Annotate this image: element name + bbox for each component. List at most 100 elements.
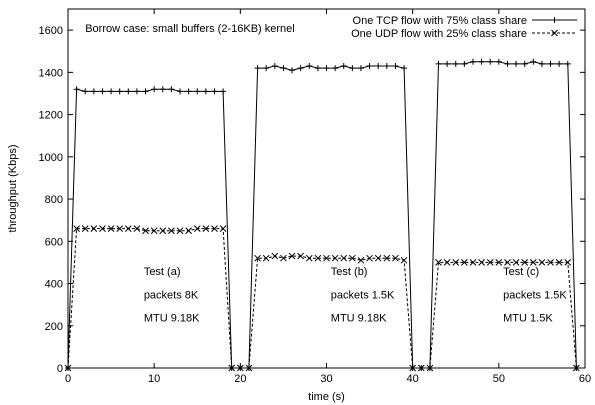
x-tick-label: 60 (579, 373, 591, 385)
data-point (461, 60, 468, 67)
x-tick-label: 30 (320, 373, 332, 385)
data-point (383, 63, 390, 70)
data-point (564, 259, 572, 266)
data-point (288, 252, 296, 260)
data-point (486, 259, 494, 266)
data-point (314, 65, 321, 72)
data-point (219, 225, 227, 232)
data-point (81, 225, 89, 232)
series-layer (64, 58, 580, 372)
data-point (262, 254, 270, 262)
data-point (228, 364, 236, 372)
x-tick-label: 10 (148, 373, 160, 385)
x-tick-label: 20 (234, 373, 246, 385)
data-point (90, 88, 97, 95)
data-point (73, 225, 80, 232)
annotation-text: packets 1.5K (331, 289, 395, 301)
data-point (521, 259, 529, 266)
data-point (340, 63, 347, 70)
data-point (124, 225, 132, 232)
legend-marker (551, 17, 558, 23)
data-point (349, 65, 356, 72)
x-tick-label: 0 (65, 373, 71, 385)
x-tick-label: 50 (493, 373, 505, 385)
data-point (538, 259, 546, 266)
data-point (159, 86, 166, 93)
data-point (314, 254, 322, 262)
annotation-text: Test (a) (144, 266, 181, 278)
data-point (340, 254, 348, 262)
y-tick-label: 800 (45, 194, 63, 206)
data-point (168, 227, 175, 235)
y-tick-label: 1400 (39, 67, 63, 79)
axis-ticks: 0 10 20 30 40 50 60020040060080010001200140016… (39, 9, 591, 385)
data-point (254, 65, 261, 72)
data-point (185, 227, 192, 235)
x-tick-label: 40 (407, 373, 419, 385)
data-point (392, 63, 399, 70)
data-point (529, 259, 537, 266)
data-point (202, 88, 209, 95)
data-point (401, 65, 408, 72)
data-point (392, 254, 399, 262)
data-point (331, 254, 339, 262)
data-point (323, 254, 330, 262)
y-tick-label: 0 (57, 363, 63, 375)
data-point (271, 63, 278, 70)
data-point (202, 225, 210, 232)
annotation-text: Borrow case: small buffers (2-16KB) kern… (85, 23, 295, 35)
data-point (99, 225, 106, 232)
data-point (573, 364, 580, 372)
data-point (289, 67, 296, 74)
annotation-text: packets 8K (144, 289, 199, 301)
series-udp (64, 225, 580, 372)
series-line (67, 228, 577, 369)
data-point (383, 254, 391, 262)
data-point (504, 60, 511, 67)
data-point (478, 58, 485, 65)
x-axis-label: time (s) (308, 391, 345, 403)
data-point (99, 88, 106, 95)
data-point (409, 364, 417, 372)
data-point (374, 254, 382, 262)
data-point (366, 254, 373, 262)
annotation-text: MTU 9.18K (144, 313, 200, 325)
data-point (348, 254, 356, 262)
data-point (375, 63, 382, 70)
data-point (417, 364, 425, 372)
data-point (366, 63, 373, 70)
data-point (116, 88, 123, 95)
data-point (211, 225, 218, 232)
data-point (151, 86, 158, 93)
data-point (263, 65, 270, 72)
data-point (211, 88, 218, 95)
data-point (254, 254, 261, 262)
data-point (185, 88, 192, 95)
data-point (487, 58, 494, 65)
annotation-text: packets 1.5K (503, 289, 567, 301)
data-point (194, 88, 201, 95)
data-point (133, 88, 140, 95)
data-point (444, 60, 451, 67)
legend-label: One UDP flow with 25% class share (351, 28, 527, 40)
data-point (426, 364, 434, 372)
data-point (469, 58, 476, 65)
data-point (108, 88, 115, 95)
y-tick-label: 600 (45, 236, 63, 248)
data-point (142, 88, 149, 95)
data-point (176, 227, 184, 235)
y-axis-label: throughput (Kbps) (7, 144, 19, 232)
y-tick-label: 400 (45, 279, 63, 291)
data-point (280, 254, 287, 262)
data-point (125, 88, 132, 95)
data-point (159, 227, 167, 235)
data-point (547, 259, 554, 266)
data-point (142, 227, 149, 235)
data-point (452, 60, 459, 67)
data-point (150, 227, 158, 235)
data-point (193, 225, 201, 232)
data-point (521, 60, 528, 67)
data-point (564, 60, 571, 67)
data-point (168, 86, 175, 93)
